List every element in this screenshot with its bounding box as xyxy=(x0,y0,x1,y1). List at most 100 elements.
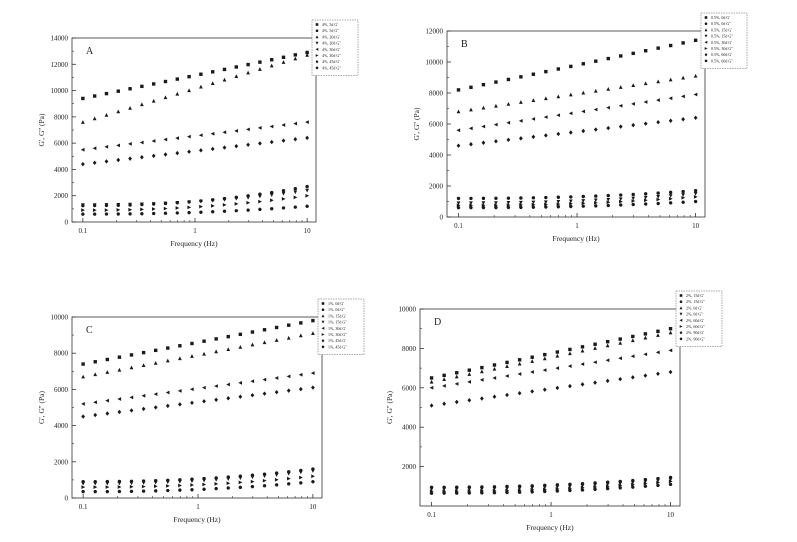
data-point xyxy=(293,186,298,191)
data-point xyxy=(492,491,497,495)
data-point xyxy=(593,107,598,112)
data-point xyxy=(178,344,182,348)
legend-marker xyxy=(704,40,708,44)
data-point xyxy=(190,479,194,484)
series xyxy=(81,469,315,486)
data-point xyxy=(456,88,461,92)
data-point xyxy=(226,347,231,351)
x-tick-label: 0.1 xyxy=(79,503,88,511)
data-point xyxy=(187,200,191,205)
data-point xyxy=(246,127,250,132)
data-point xyxy=(519,100,523,104)
panel-label: A xyxy=(86,46,94,57)
data-point xyxy=(643,481,648,486)
legend: 1%, 0d G'1%, 0d G''1%, 15d G'1%, 15d G''… xyxy=(317,298,365,355)
data-point xyxy=(222,130,227,135)
data-point xyxy=(214,337,218,341)
legend-entry: 0.5%, 15d G'' xyxy=(711,34,733,40)
data-point xyxy=(606,87,611,91)
legend-marker xyxy=(321,339,325,343)
data-point xyxy=(519,205,523,209)
data-point xyxy=(456,128,461,133)
data-point xyxy=(202,399,206,404)
data-point xyxy=(605,378,610,384)
data-point xyxy=(140,84,144,89)
data-point xyxy=(175,91,180,96)
data-point xyxy=(656,194,661,199)
data-point xyxy=(481,124,486,129)
data-point xyxy=(454,381,459,386)
legend-marker xyxy=(315,60,319,64)
data-point xyxy=(293,53,298,57)
data-point xyxy=(693,92,698,97)
data-point xyxy=(618,356,622,361)
y-tick-label: 8000 xyxy=(429,90,444,98)
y-tick-label: 6000 xyxy=(54,386,69,394)
data-point xyxy=(668,77,673,82)
data-point xyxy=(605,358,610,363)
data-point xyxy=(250,330,255,334)
data-point xyxy=(556,94,561,99)
y-tick-label: 10000 xyxy=(51,314,69,322)
plot-frame xyxy=(71,37,317,223)
data-point xyxy=(506,137,511,143)
legend-marker xyxy=(679,312,683,316)
data-point xyxy=(606,203,611,208)
data-point xyxy=(693,199,698,204)
data-point xyxy=(175,77,179,81)
y-tick-label: 6000 xyxy=(429,121,444,129)
data-point xyxy=(681,94,685,99)
data-point xyxy=(606,56,610,61)
x-tick-label: 10 xyxy=(692,222,700,230)
data-point xyxy=(286,335,291,340)
data-point xyxy=(442,487,447,492)
y-axis-label: G', G'' (Pa) xyxy=(385,390,394,424)
data-point xyxy=(631,51,635,56)
legend-entry: 2%, 90d G' xyxy=(686,330,704,336)
plot-frame xyxy=(446,30,706,218)
data-point xyxy=(593,487,597,491)
data-point xyxy=(494,196,498,200)
data-point xyxy=(214,349,219,354)
series xyxy=(429,330,673,384)
data-point xyxy=(141,363,146,367)
data-point xyxy=(311,469,315,473)
data-point xyxy=(222,197,227,202)
y-tick-label: 14000 xyxy=(51,35,69,43)
data-point xyxy=(556,113,561,118)
data-point xyxy=(606,105,610,110)
data-point xyxy=(104,91,109,96)
data-point xyxy=(580,382,585,387)
data-point xyxy=(593,204,598,208)
data-point xyxy=(269,207,274,211)
data-point xyxy=(274,483,279,487)
data-point xyxy=(199,72,203,76)
data-point xyxy=(531,98,536,103)
data-point xyxy=(165,390,170,395)
data-point xyxy=(481,206,486,210)
data-point xyxy=(269,139,274,145)
data-point xyxy=(246,142,250,148)
data-point xyxy=(594,194,598,198)
data-point xyxy=(281,123,286,127)
data-point xyxy=(105,481,110,486)
data-point xyxy=(286,388,291,393)
data-point xyxy=(246,195,250,200)
data-point xyxy=(580,488,585,492)
data-point xyxy=(140,102,144,107)
data-point xyxy=(481,105,486,110)
series xyxy=(80,188,309,207)
legend-entry: 2%, 0d G'' xyxy=(686,312,703,318)
data-point xyxy=(117,355,122,359)
data-point xyxy=(505,392,509,398)
legend-marker xyxy=(321,314,325,318)
legend-marker xyxy=(315,23,319,26)
legend-marker xyxy=(704,47,708,50)
data-point xyxy=(606,193,610,198)
data-point xyxy=(606,125,611,131)
legend-marker xyxy=(679,331,683,335)
data-point xyxy=(238,380,243,385)
data-point xyxy=(93,490,98,494)
data-point xyxy=(668,43,673,48)
